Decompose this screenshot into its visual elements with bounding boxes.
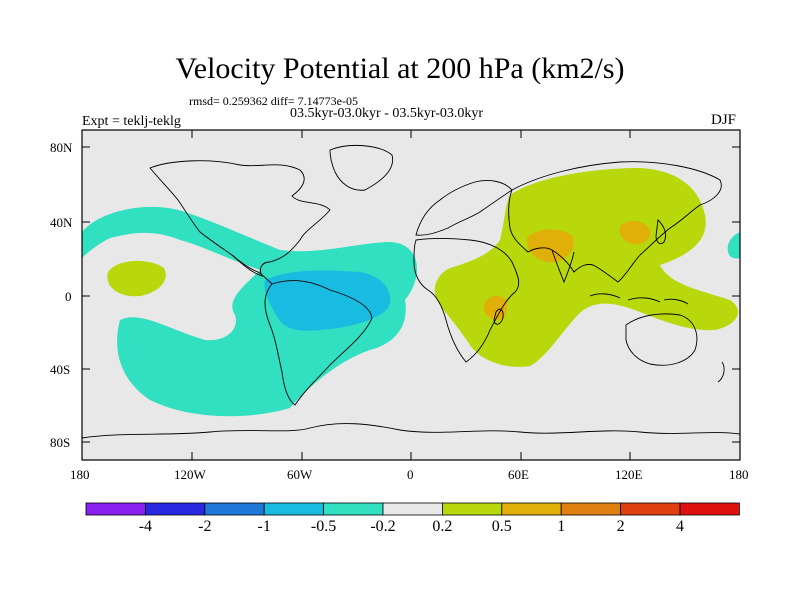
- coastline-antarctica: [82, 423, 740, 439]
- colorbar-box-3: [204, 502, 265, 516]
- green-blob-pacific: [107, 260, 166, 297]
- colorbar-box-5: [323, 502, 384, 516]
- coastline-africa: [413, 238, 520, 363]
- colorbar-box-1: [85, 502, 146, 516]
- colorbar-label: 2: [616, 518, 625, 535]
- blue-region-south-america: [264, 270, 391, 331]
- colorbar-label: 1: [557, 518, 566, 535]
- green-region-eastern-hemisphere: [434, 168, 738, 367]
- coastline-india: [551, 249, 575, 284]
- colorbar: [85, 502, 740, 516]
- coastline-south-america: [264, 280, 373, 406]
- lat-label-80n: 80N: [50, 140, 73, 155]
- colorbar-box-11: [679, 502, 740, 516]
- lon-label-0: 0: [407, 467, 414, 482]
- coastline-new-zealand: [717, 361, 725, 383]
- rmsd-diff-text: rmsd= 0.259362 diff= 7.14773e-05: [189, 94, 358, 108]
- colorbar-label: 0.2: [432, 518, 453, 535]
- colorbar-label: -1: [257, 518, 271, 535]
- colorbar-box-4: [263, 502, 325, 516]
- coastline-indonesia: [589, 293, 689, 305]
- lat-label-40s: 40S: [50, 362, 71, 377]
- lon-label-120w: 120W: [174, 467, 206, 482]
- colorbar-box-8: [501, 502, 562, 516]
- colorbar-box-9: [560, 502, 622, 516]
- lat-label-0: 0: [65, 289, 72, 304]
- colorbar-box-6: [382, 502, 443, 516]
- axis-ticks: [81, 130, 741, 460]
- lon-label-120e: 120E: [615, 467, 643, 482]
- colorbar-label: -4: [138, 518, 153, 535]
- lon-label-180w: 180: [70, 467, 90, 482]
- colorbar-box-2: [144, 502, 206, 516]
- coastline-asia: [508, 161, 722, 283]
- colorbar-label: -0.2: [370, 518, 396, 535]
- lat-label-80s: 80S: [50, 435, 71, 450]
- coastlines: [82, 145, 740, 439]
- plot-title: Velocity Potential at 200 hPa (km2/s): [175, 52, 625, 85]
- lat-label-40n: 40N: [50, 215, 73, 230]
- orange-region-east-asia: [619, 221, 651, 245]
- coastline-japan: [655, 219, 667, 245]
- experiment-names: 03.5kyr-03.0kyr - 03.5kyr-03.0kyr: [290, 106, 484, 121]
- lon-label-60w: 60W: [287, 467, 313, 482]
- coastline-north-america: [149, 160, 331, 277]
- colorbar-label: -2: [198, 518, 212, 535]
- orange-region-india: [526, 229, 575, 263]
- colorbar-label: 4: [676, 518, 684, 535]
- contour-fills: [82, 168, 740, 417]
- coastline-madagascar: [493, 308, 504, 325]
- colorbar-box-7: [441, 502, 503, 516]
- coastline-greenland: [329, 145, 394, 191]
- season-label: DJF: [711, 112, 737, 128]
- cyan-region-americas: [82, 206, 417, 417]
- colorbar-box-10: [620, 502, 681, 516]
- colorbar-label: -0.5: [310, 518, 337, 535]
- lon-label-180e: 180: [729, 467, 749, 482]
- orange-region-madagascar: [483, 295, 508, 321]
- coastline-central-america: [231, 254, 273, 285]
- experiment-label: Expt = teklj-teklg: [82, 114, 181, 129]
- colorbar-label: 0.5: [491, 518, 512, 535]
- cyan-region-east-edge: [727, 232, 740, 259]
- coastline-australia: [625, 313, 698, 366]
- lon-label-60e: 60E: [508, 467, 529, 482]
